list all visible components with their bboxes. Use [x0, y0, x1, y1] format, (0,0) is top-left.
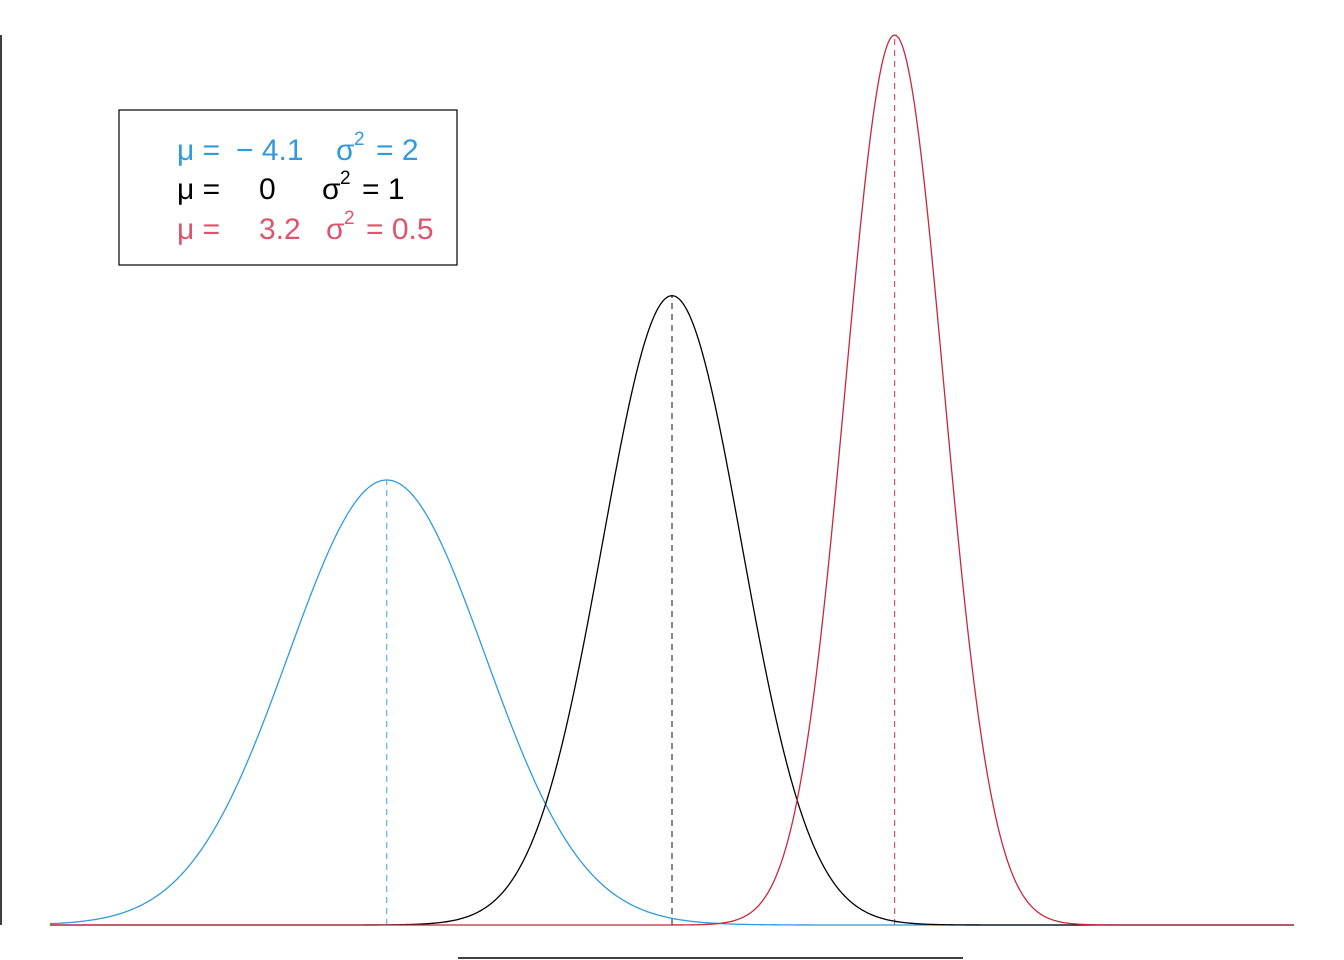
legend-var-text-0: = 2 — [376, 134, 419, 167]
legend-mu-value-1: 0 — [259, 173, 276, 206]
density-curve-2 — [50, 34, 1294, 926]
legend-box — [118, 109, 458, 266]
legend-mu-value-0: − 4.1 — [236, 134, 304, 167]
legend-sigma-sup-0: 2 — [354, 129, 365, 150]
legend-mu-label-0: μ = — [177, 134, 220, 167]
legend: μ = − 4.1 σ 2 = 2μ = 0 σ 2 = 1μ = 3.2 σ 2 = 0.5 — [118, 109, 458, 266]
legend-var-text-2: = 0.5 — [366, 213, 434, 246]
legend-mu-label-1: μ = — [177, 173, 220, 206]
legend-sigma-sup-2: 2 — [344, 208, 355, 229]
density-curve-1 — [50, 295, 1294, 926]
legend-sigma-label-2: σ — [326, 213, 345, 246]
legend-var-text-1: = 1 — [362, 173, 405, 206]
legend-mu-label-2: μ = — [177, 213, 220, 246]
legend-sigma-label-0: σ — [336, 134, 355, 167]
legend-sigma-label-1: σ — [322, 173, 341, 206]
legend-sigma-sup-1: 2 — [340, 168, 351, 189]
legend-mu-value-2: 3.2 — [259, 213, 301, 246]
